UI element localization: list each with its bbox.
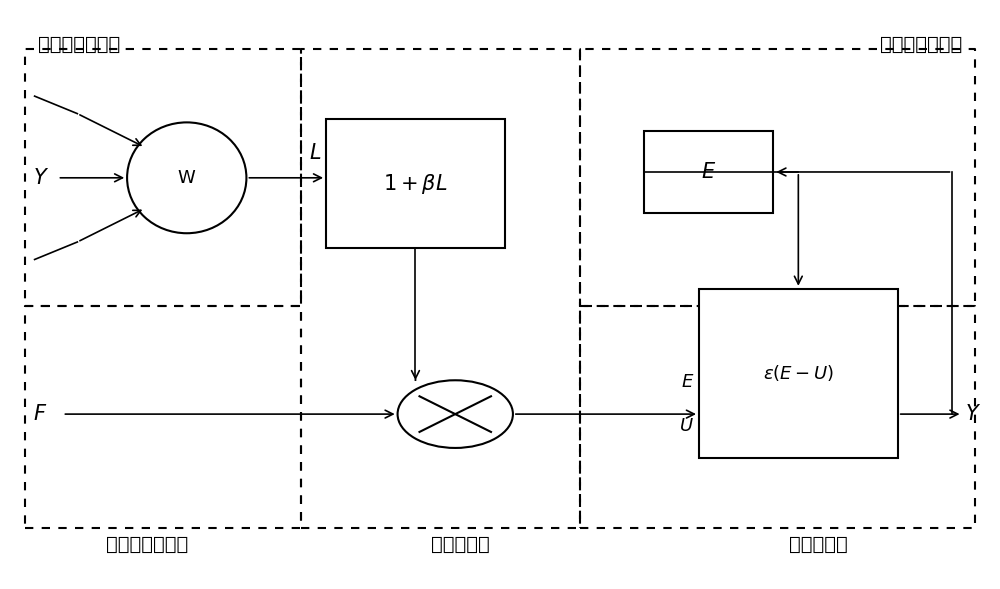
- Text: 反馈输入子系统: 反馈输入子系统: [106, 535, 188, 554]
- Text: $E$: $E$: [681, 373, 694, 391]
- Text: $L$: $L$: [309, 143, 321, 163]
- Text: $1 + \beta L$: $1 + \beta L$: [383, 171, 448, 196]
- Text: $Y$: $Y$: [965, 404, 982, 424]
- Bar: [326, 120, 505, 248]
- Text: 点火子系统: 点火子系统: [789, 535, 848, 554]
- Ellipse shape: [127, 123, 246, 233]
- Bar: [699, 289, 898, 458]
- Text: $U$: $U$: [679, 417, 694, 435]
- Text: $F$: $F$: [33, 404, 47, 424]
- Circle shape: [398, 380, 513, 448]
- Text: $\varepsilon(E-U)$: $\varepsilon(E-U)$: [763, 363, 834, 383]
- Bar: [644, 131, 773, 213]
- Text: $E$: $E$: [701, 162, 716, 182]
- Text: W: W: [178, 169, 196, 187]
- Text: $Y$: $Y$: [33, 168, 49, 188]
- Text: 调制子系统: 调制子系统: [431, 535, 490, 554]
- Text: 动态门限子系统: 动态门限子系统: [880, 35, 962, 54]
- Text: 耦合连接子系统: 耦合连接子系统: [38, 35, 120, 54]
